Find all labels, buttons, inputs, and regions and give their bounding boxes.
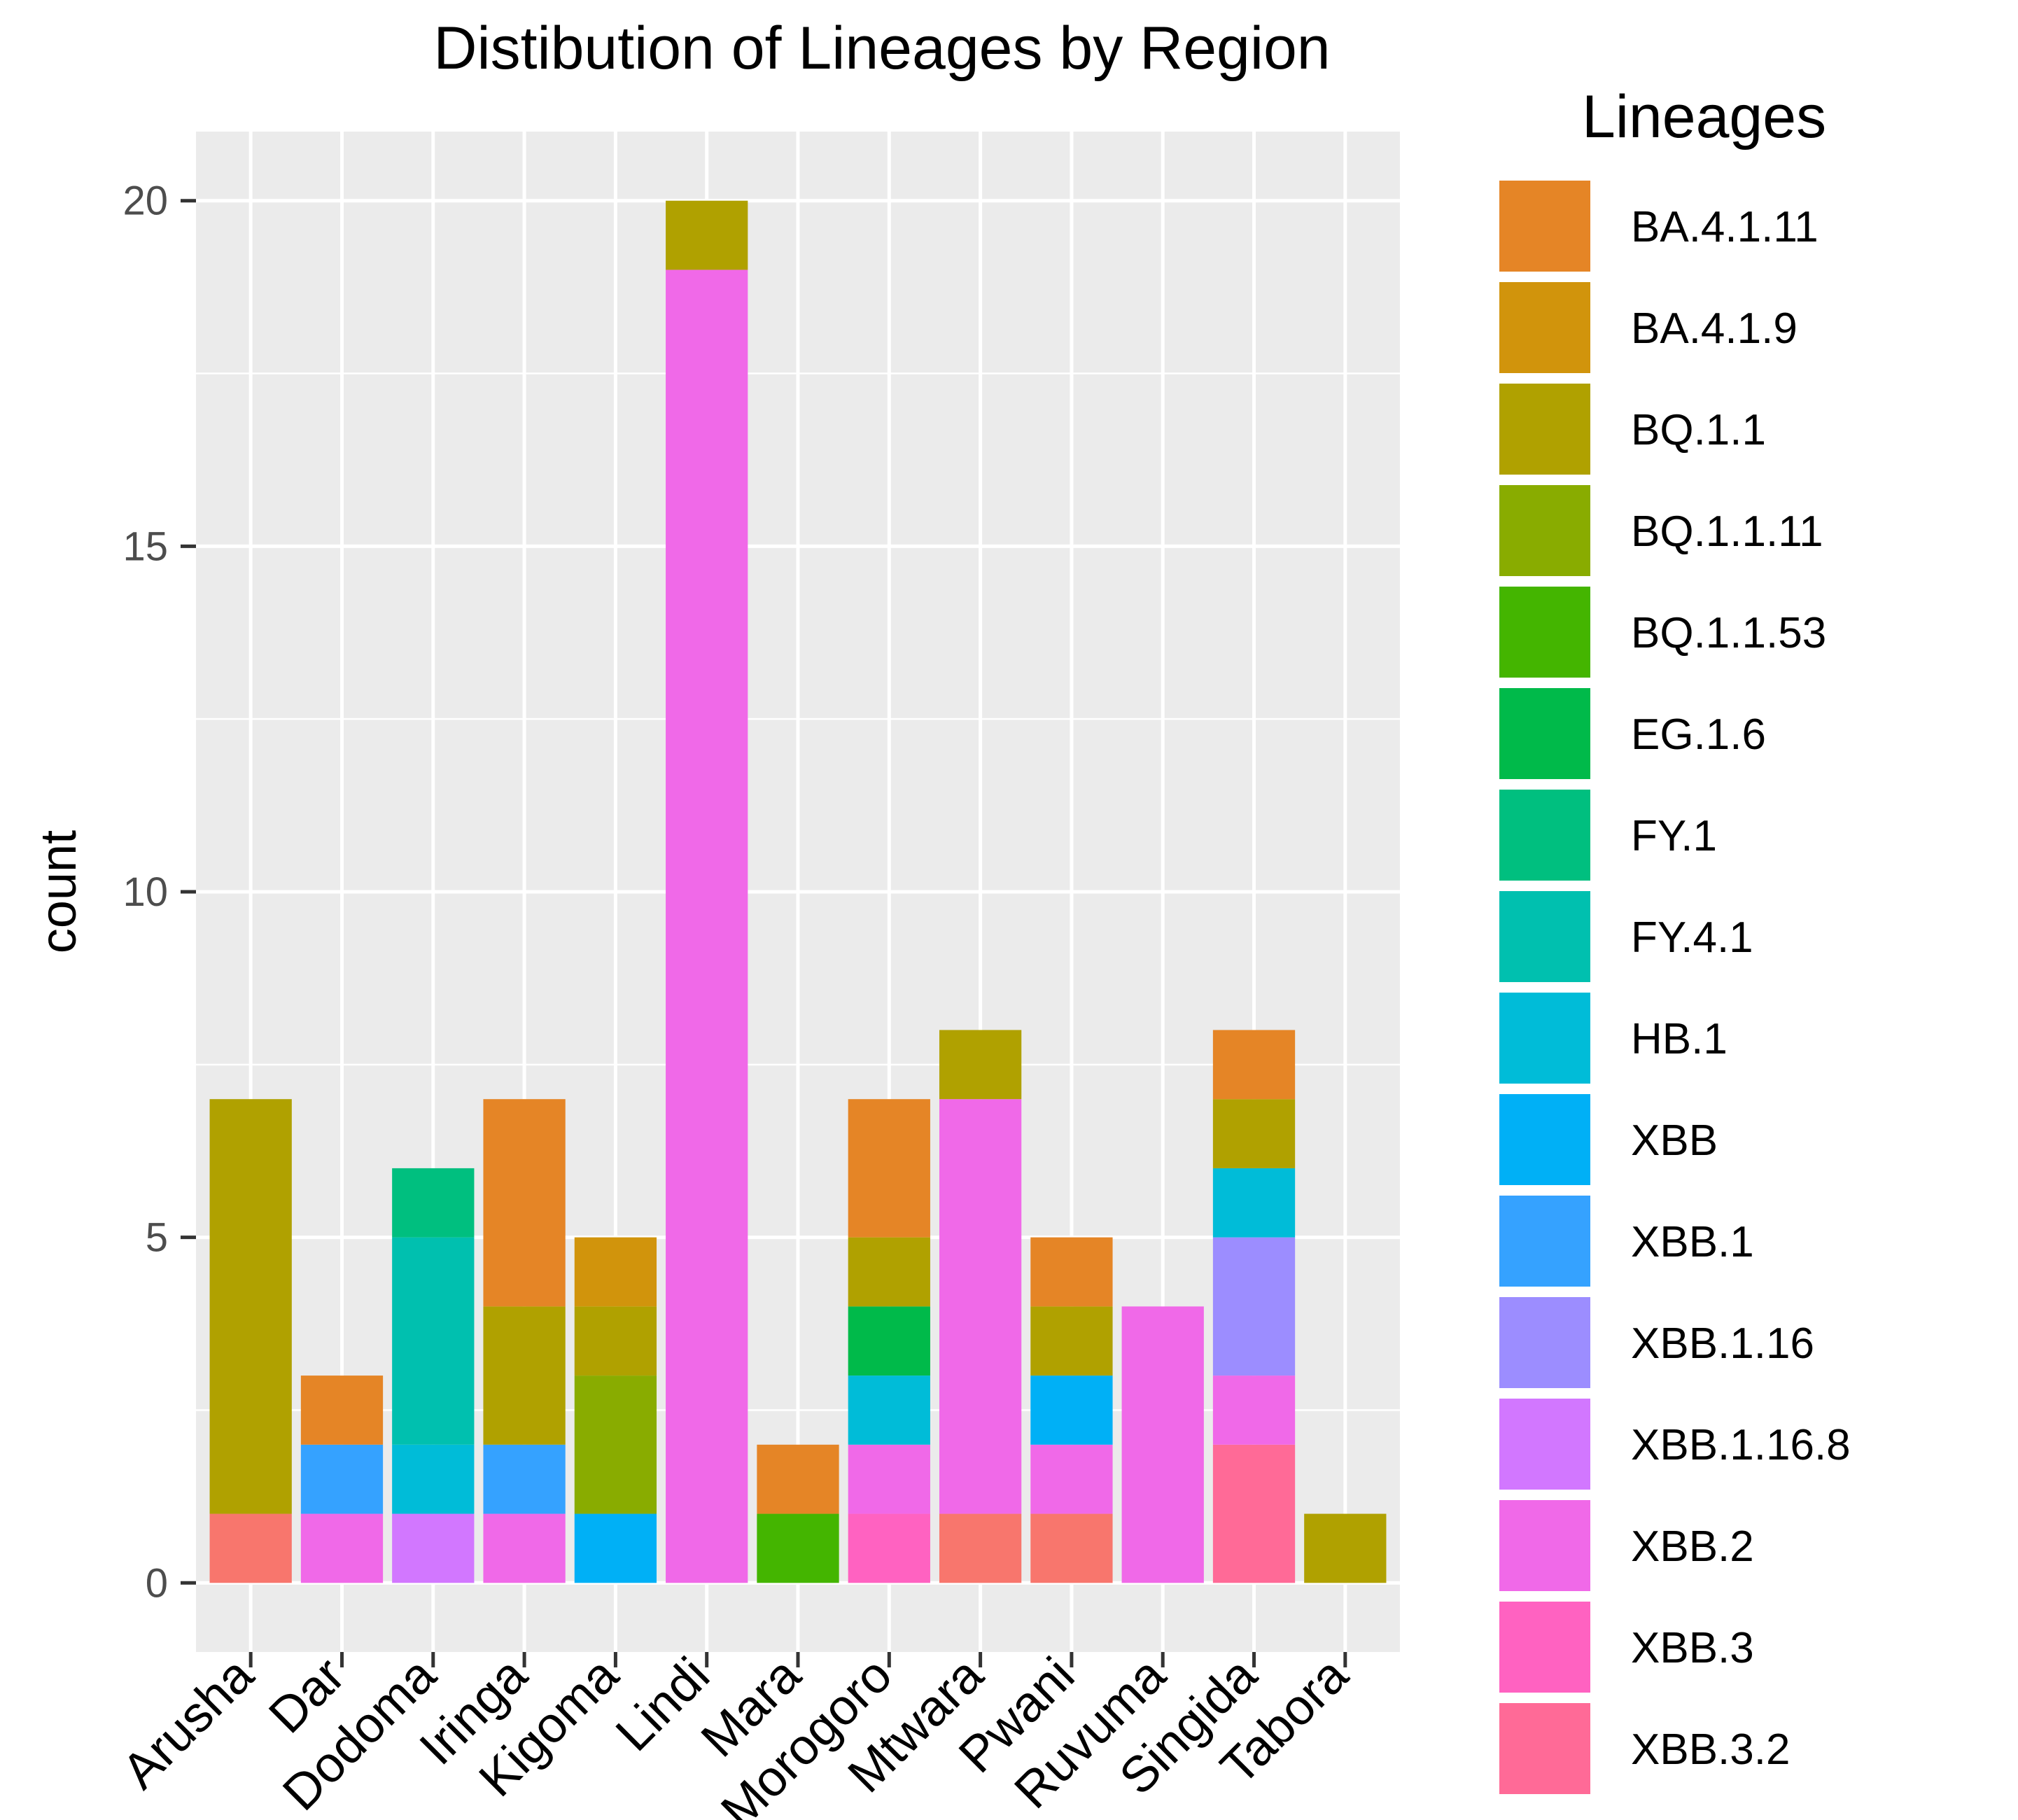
legend-key bbox=[1497, 888, 1593, 985]
legend-title: Lineages bbox=[1582, 83, 1826, 150]
legend-label: BQ.1.1.11 bbox=[1631, 507, 1823, 556]
legend-key bbox=[1497, 990, 1593, 1086]
legend-label: XBB.3 bbox=[1631, 1624, 1754, 1672]
legend-key bbox=[1497, 381, 1593, 477]
legend-key bbox=[1497, 279, 1593, 376]
legend-label: EG.1.6 bbox=[1631, 710, 1766, 759]
bar-segment bbox=[1030, 1376, 1113, 1445]
bars bbox=[209, 200, 1387, 1583]
legend-label: XBB.1 bbox=[1631, 1218, 1754, 1266]
legend-key bbox=[1497, 787, 1593, 883]
bar-segment bbox=[1030, 1306, 1113, 1376]
bar-segment bbox=[574, 1513, 657, 1583]
bar-segment bbox=[1212, 1444, 1296, 1583]
bar-segment bbox=[848, 1306, 930, 1376]
bar-segment bbox=[392, 1237, 475, 1445]
bar-segment bbox=[209, 1513, 292, 1583]
bar-segment bbox=[1212, 1099, 1296, 1168]
legend-key bbox=[1497, 584, 1593, 680]
y-tick-label: 15 bbox=[122, 524, 168, 569]
legend-key bbox=[1497, 1497, 1593, 1594]
legend-label: XBB.1.16 bbox=[1631, 1320, 1814, 1368]
bar-segment bbox=[300, 1376, 384, 1445]
bar-segment bbox=[392, 1513, 475, 1583]
bar-segment bbox=[209, 1099, 292, 1514]
legend-label: BQ.1.1 bbox=[1631, 406, 1766, 454]
bar-segment bbox=[1304, 1513, 1387, 1583]
legend-label: BA.4.1.9 bbox=[1631, 304, 1798, 353]
bar-segment bbox=[757, 1513, 839, 1583]
legend-key bbox=[1497, 685, 1593, 782]
x-tick-label: Arusha bbox=[112, 1646, 265, 1800]
bar-segment bbox=[939, 1030, 1022, 1100]
bar-segment bbox=[757, 1444, 839, 1514]
legend-label: XBB.1.16.8 bbox=[1631, 1421, 1851, 1469]
chart-title: Distibution of Lineages by Region bbox=[433, 15, 1330, 82]
legend-label: FY.4.1 bbox=[1631, 913, 1753, 962]
x-axis: ArushaDarDodomaIringaKigomaLindiMaraMoro… bbox=[112, 1646, 1359, 1820]
legend-key bbox=[1497, 178, 1593, 274]
legend-label: XBB bbox=[1631, 1116, 1718, 1165]
legend-key bbox=[1497, 1294, 1593, 1391]
bar-segment bbox=[483, 1513, 566, 1583]
legend-label: XBB.2 bbox=[1631, 1522, 1754, 1571]
y-tick-label: 10 bbox=[122, 869, 168, 915]
legend-key bbox=[1497, 1091, 1593, 1188]
y-tick-label: 20 bbox=[122, 178, 168, 224]
x-tick-label: Lindi bbox=[605, 1647, 720, 1762]
bar-segment bbox=[848, 1513, 930, 1583]
bar-segment bbox=[483, 1444, 566, 1514]
y-axis: 0 5 10 15 20 bbox=[122, 178, 196, 1606]
legend-key bbox=[1497, 1599, 1593, 1695]
legend-key bbox=[1497, 482, 1593, 579]
bar-segment bbox=[1212, 1168, 1296, 1238]
legend-label: BA.4.1.11 bbox=[1631, 203, 1819, 251]
bar-segment bbox=[483, 1099, 566, 1307]
legend: Lineages BA.4.1.11 BA.4.1.9 BQ.1.1 BQ.1.1.1… bbox=[1497, 83, 1851, 1797]
bar-segment bbox=[1212, 1030, 1296, 1100]
bar-segment bbox=[666, 200, 748, 270]
bar-segment bbox=[1212, 1237, 1296, 1376]
bar-segment bbox=[1212, 1376, 1296, 1445]
bar-segment bbox=[666, 270, 748, 1583]
bar-segment bbox=[483, 1306, 566, 1445]
legend-label: XBB.3.2 bbox=[1631, 1726, 1790, 1774]
bar-segment bbox=[300, 1444, 384, 1514]
legend-label: FY.1 bbox=[1631, 812, 1717, 860]
bar-segment bbox=[392, 1168, 475, 1238]
y-tick-label: 5 bbox=[146, 1215, 168, 1261]
y-tick-label: 0 bbox=[146, 1560, 168, 1606]
bar-segment bbox=[392, 1444, 475, 1514]
bar-segment bbox=[848, 1099, 930, 1238]
y-axis-title: count bbox=[31, 830, 87, 953]
bar-segment bbox=[574, 1237, 657, 1307]
legend-key bbox=[1497, 1700, 1593, 1797]
bar-segment bbox=[574, 1376, 657, 1514]
bar-segment bbox=[300, 1513, 384, 1583]
bar-segment bbox=[848, 1237, 930, 1307]
bar-segment bbox=[848, 1444, 930, 1514]
legend-label: HB.1 bbox=[1631, 1015, 1728, 1063]
legend-key bbox=[1497, 1193, 1593, 1289]
bar-segment bbox=[1030, 1513, 1113, 1583]
legend-label: BQ.1.1.53 bbox=[1631, 609, 1826, 657]
bar-segment bbox=[574, 1306, 657, 1376]
bar-segment bbox=[939, 1099, 1022, 1514]
legend-key bbox=[1497, 1396, 1593, 1492]
bar-segment bbox=[848, 1376, 930, 1445]
bar-segment bbox=[1030, 1444, 1113, 1514]
bar-segment bbox=[1030, 1237, 1113, 1307]
bar-segment bbox=[939, 1513, 1022, 1583]
bar-segment bbox=[1121, 1306, 1204, 1583]
